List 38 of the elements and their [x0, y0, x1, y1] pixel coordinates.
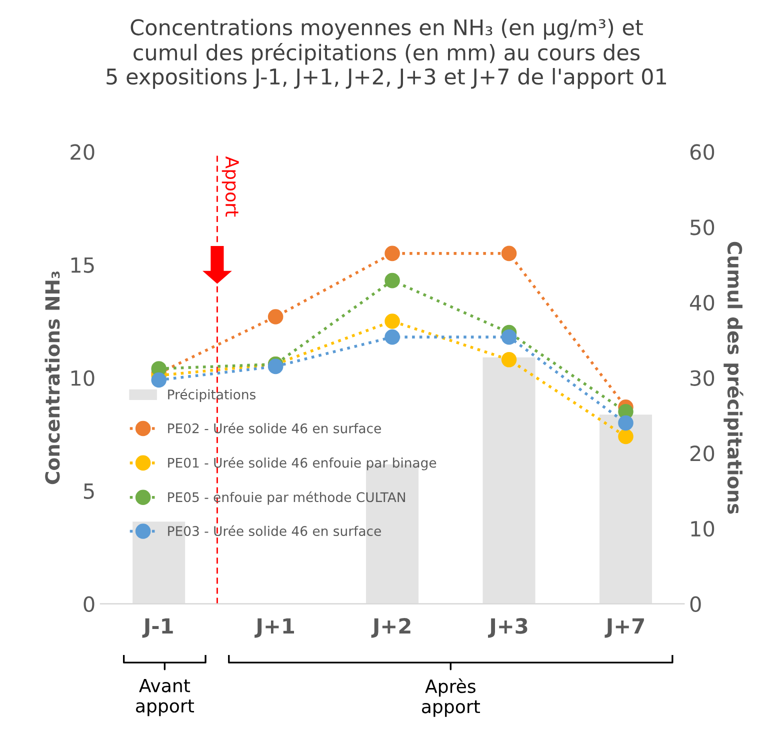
point: [501, 352, 517, 368]
point: [501, 246, 517, 262]
y2-tick-label: 60: [690, 144, 714, 160]
point: [384, 329, 400, 345]
y2-tick-label: 20: [690, 446, 714, 462]
x-tick-label: J+3: [488, 618, 528, 638]
point: [268, 309, 284, 324]
y2-tick-label: 0: [690, 596, 701, 612]
text: Avant apport: [136, 678, 194, 716]
point: [618, 415, 634, 431]
y-tick-label: 5: [84, 484, 94, 499]
y-tick-label: 20: [70, 144, 94, 160]
y-tick-label: 10: [71, 370, 94, 386]
chart-title: Concentrations moyennes en NH₃ (en µg/m³) et cumul des précipitations (en mm) au cours des 5 expositions J-1, J+1, J+2, J+3 et J+7 de l'apport 01: [106, 18, 666, 89]
y2-tick-label: 50: [690, 220, 714, 236]
point: [384, 314, 400, 329]
legend-label: PE02 - Urée solide 46 en surface: [168, 422, 381, 434]
x-tick-label: J+2: [371, 618, 410, 638]
text: Après apport: [422, 678, 480, 717]
y2-tick-label: 40: [690, 294, 714, 311]
y2-tick-label: 10: [691, 520, 714, 537]
legend-label: PE05 - enfouie par méthode CULTAN: [168, 491, 405, 505]
legend-label: PE01 - Urée solide 46 enfouie par binage: [168, 457, 436, 470]
point: [384, 272, 400, 288]
y-tick-label: 15: [71, 257, 94, 273]
annotation: Apport: [222, 156, 239, 217]
x-tick-label: J-1: [142, 618, 173, 638]
y2-axis-title: Cumul des précipitations: [724, 242, 744, 514]
point: [384, 246, 400, 262]
legend-label: Précipitations: [168, 388, 256, 402]
y-tick-label: 0: [84, 596, 94, 612]
y-axis-title: Concentrations NH₃: [44, 272, 60, 484]
x-tick-label: J+1: [254, 618, 294, 638]
point: [618, 428, 634, 444]
y2-tick-label: 30: [690, 370, 714, 386]
x-tick-label: J+7: [604, 618, 644, 638]
point: [151, 372, 166, 388]
point: [501, 329, 517, 345]
